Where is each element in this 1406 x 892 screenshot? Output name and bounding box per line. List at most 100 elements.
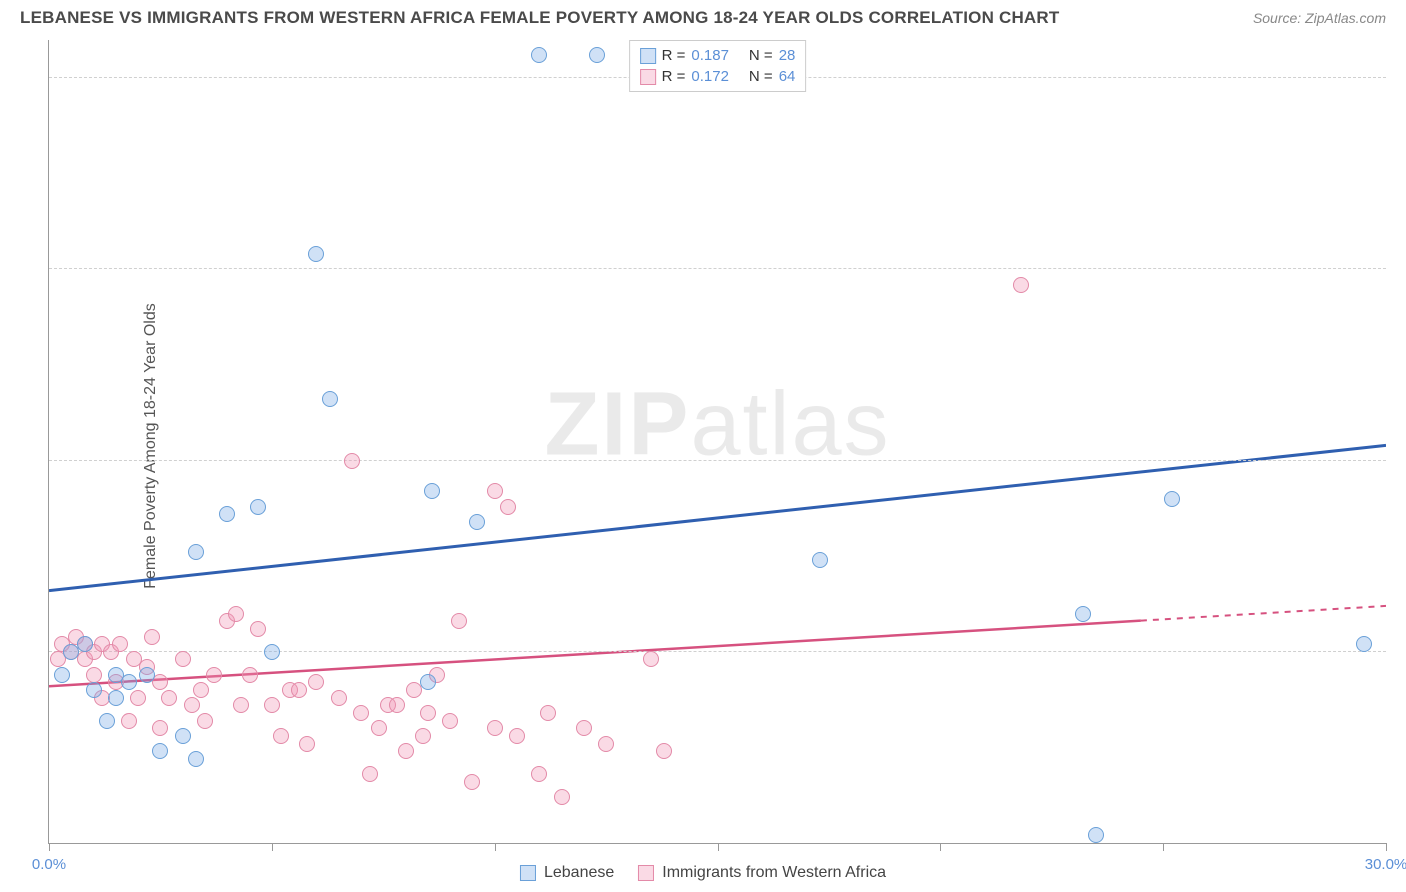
source-attribution: Source: ZipAtlas.com [1253, 10, 1386, 26]
data-point-series1 [1088, 827, 1104, 843]
data-point-series2 [643, 651, 659, 667]
data-point-series2 [415, 728, 431, 744]
data-point-series1 [1356, 636, 1372, 652]
data-point-series1 [250, 499, 266, 515]
x-tick [495, 843, 496, 851]
data-point-series1 [1075, 606, 1091, 622]
data-point-series1 [121, 674, 137, 690]
data-point-series2 [144, 629, 160, 645]
data-point-series1 [175, 728, 191, 744]
data-point-series2 [206, 667, 222, 683]
data-point-series2 [152, 674, 168, 690]
chart-title: LEBANESE VS IMMIGRANTS FROM WESTERN AFRI… [20, 8, 1059, 28]
data-point-series2 [308, 674, 324, 690]
data-point-series2 [233, 697, 249, 713]
x-tick [1386, 843, 1387, 851]
data-point-series2 [420, 705, 436, 721]
data-point-series1 [264, 644, 280, 660]
x-tick-label: 30.0% [1365, 856, 1406, 873]
legend-swatch-series1-bottom [520, 865, 536, 881]
data-point-series2 [442, 713, 458, 729]
data-point-series2 [540, 705, 556, 721]
data-point-series2 [228, 606, 244, 622]
data-point-series2 [531, 766, 547, 782]
x-tick [272, 843, 273, 851]
data-point-series2 [175, 651, 191, 667]
data-point-series1 [99, 713, 115, 729]
data-point-series2 [121, 713, 137, 729]
data-point-series2 [112, 636, 128, 652]
data-point-series1 [420, 674, 436, 690]
data-point-series2 [344, 453, 360, 469]
data-point-series1 [77, 636, 93, 652]
data-point-series2 [291, 682, 307, 698]
legend-item-series1: Lebanese [520, 864, 614, 882]
data-point-series1 [139, 667, 155, 683]
y-tick-label: 50.0% [1396, 435, 1406, 452]
data-point-series1 [108, 690, 124, 706]
x-tick [1163, 843, 1164, 851]
data-point-series2 [273, 728, 289, 744]
data-point-series1 [188, 751, 204, 767]
data-point-series2 [264, 697, 280, 713]
watermark: ZIPatlas [544, 374, 890, 477]
data-point-series1 [219, 506, 235, 522]
legend-stats: R = 0.187 N = 28 R = 0.172 N = 64 [629, 40, 807, 92]
legend-bottom: Lebanese Immigrants from Western Africa [520, 864, 886, 882]
y-tick-label: 75.0% [1396, 244, 1406, 261]
data-point-series2 [197, 713, 213, 729]
data-point-series2 [398, 743, 414, 759]
data-point-series2 [250, 621, 266, 637]
data-point-series1 [531, 47, 547, 63]
data-point-series2 [193, 682, 209, 698]
data-point-series2 [487, 720, 503, 736]
data-point-series2 [487, 483, 503, 499]
data-point-series1 [54, 667, 70, 683]
data-point-series2 [299, 736, 315, 752]
x-tick [940, 843, 941, 851]
data-point-series1 [812, 552, 828, 568]
data-point-series2 [371, 720, 387, 736]
data-point-series2 [656, 743, 672, 759]
data-point-series2 [242, 667, 258, 683]
legend-swatch-series1 [640, 48, 656, 64]
data-point-series2 [464, 774, 480, 790]
data-point-series1 [424, 483, 440, 499]
gridline [49, 651, 1386, 652]
data-point-series2 [362, 766, 378, 782]
legend-row-series1: R = 0.187 N = 28 [640, 45, 796, 66]
x-tick-label: 0.0% [32, 856, 66, 873]
data-point-series2 [1013, 277, 1029, 293]
x-tick [49, 843, 50, 851]
data-point-series1 [108, 667, 124, 683]
data-point-series1 [152, 743, 168, 759]
data-point-series2 [331, 690, 347, 706]
data-point-series2 [500, 499, 516, 515]
data-point-series2 [598, 736, 614, 752]
data-point-series2 [576, 720, 592, 736]
data-point-series2 [554, 789, 570, 805]
x-tick [718, 843, 719, 851]
data-point-series2 [451, 613, 467, 629]
legend-item-series2: Immigrants from Western Africa [638, 864, 886, 882]
data-point-series2 [161, 690, 177, 706]
data-point-series2 [130, 690, 146, 706]
data-point-series1 [308, 246, 324, 262]
data-point-series2 [184, 697, 200, 713]
legend-swatch-series2 [640, 69, 656, 85]
legend-row-series2: R = 0.172 N = 64 [640, 66, 796, 87]
data-point-series2 [509, 728, 525, 744]
data-point-series2 [353, 705, 369, 721]
y-tick-label: 25.0% [1396, 626, 1406, 643]
data-point-series1 [1164, 491, 1180, 507]
data-point-series2 [152, 720, 168, 736]
y-tick-label: 100.0% [1396, 53, 1406, 70]
data-point-series1 [469, 514, 485, 530]
data-point-series1 [188, 544, 204, 560]
trend-lines-svg [49, 40, 1386, 843]
data-point-series2 [389, 697, 405, 713]
gridline [49, 460, 1386, 461]
data-point-series1 [589, 47, 605, 63]
data-point-series1 [86, 682, 102, 698]
gridline [49, 268, 1386, 269]
